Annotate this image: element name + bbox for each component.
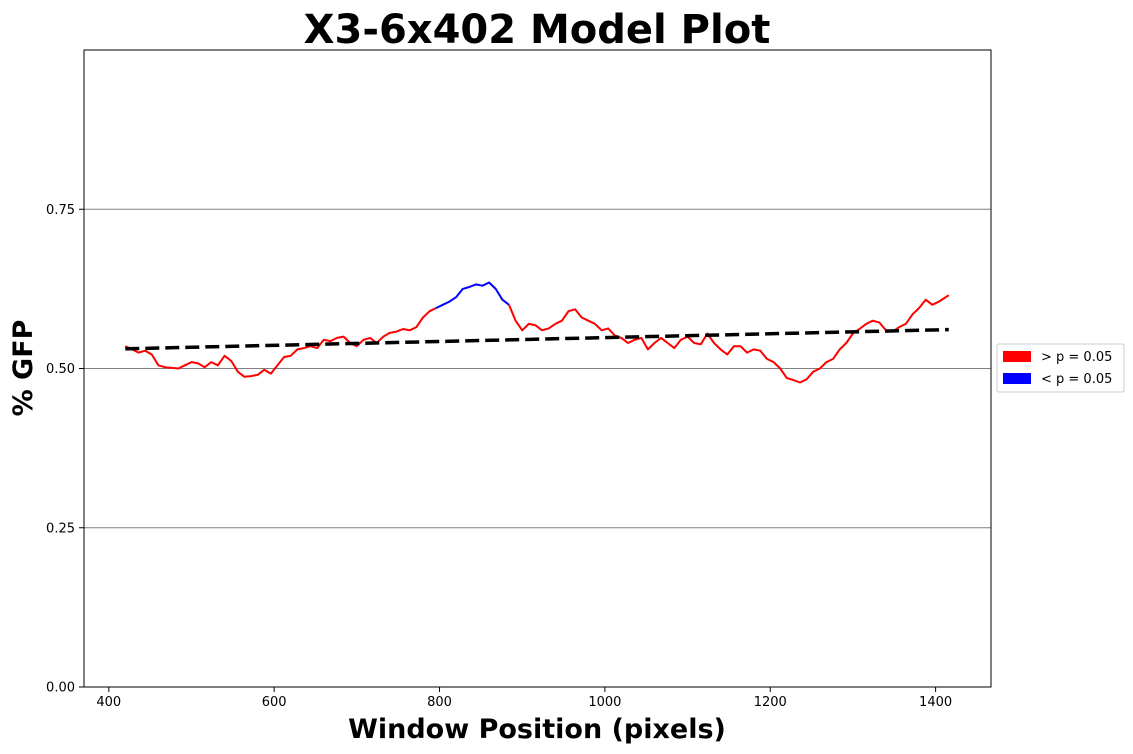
y-tick-label: 0.50 bbox=[46, 362, 75, 377]
legend-label-blue: < p = 0.05 bbox=[1041, 372, 1112, 387]
x-tick-label: 600 bbox=[262, 695, 287, 710]
x-tick-label: 1200 bbox=[754, 695, 787, 710]
x-tick-label: 800 bbox=[427, 695, 452, 710]
series-group bbox=[125, 283, 949, 383]
legend-label-red: > p = 0.05 bbox=[1041, 350, 1112, 365]
y-axis-ticks: 0.00 0.25 0.50 0.75 bbox=[46, 203, 84, 696]
trend-line bbox=[125, 330, 949, 349]
grid-lines bbox=[84, 209, 991, 528]
legend-swatch-red bbox=[1003, 351, 1031, 362]
x-tick-label: 1000 bbox=[588, 695, 621, 710]
x-axis-label: Window Position (pixels) bbox=[348, 714, 726, 745]
y-tick-label: 0.00 bbox=[46, 681, 75, 696]
y-axis-label: % GFP bbox=[8, 320, 39, 417]
legend-swatch-blue bbox=[1003, 373, 1031, 384]
legend: > p = 0.05 < p = 0.05 bbox=[997, 344, 1124, 392]
series-line-1 bbox=[436, 283, 509, 309]
chart-title: X3-6x402 Model Plot bbox=[304, 7, 771, 53]
y-tick-label: 0.25 bbox=[46, 521, 75, 536]
y-tick-label: 0.75 bbox=[46, 203, 75, 218]
x-axis-ticks: 400 600 800 1000 1200 1400 bbox=[96, 687, 952, 710]
x-tick-label: 1400 bbox=[919, 695, 952, 710]
x-tick-label: 400 bbox=[96, 695, 121, 710]
